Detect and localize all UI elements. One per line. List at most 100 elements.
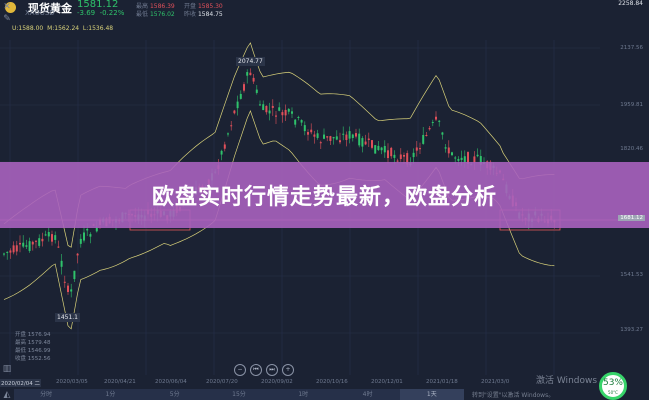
y-tick: 2137.56 [620, 45, 643, 51]
candle-body [73, 270, 76, 280]
candle-body [281, 112, 284, 116]
candle-body [339, 140, 341, 143]
candle-body [387, 150, 389, 159]
y-tick: 1959.81 [620, 102, 643, 108]
x-tick-cursor: 2020/02/04 二 [0, 379, 41, 387]
candle-body [396, 160, 399, 162]
tab-timeshare[interactable]: 分时 [40, 391, 53, 398]
candle-body [300, 120, 303, 123]
candle-body [44, 234, 47, 236]
candle-body [332, 137, 335, 139]
tab-1day[interactable]: 1天 [399, 389, 464, 400]
zoom-in-button[interactable]: + [282, 364, 294, 376]
candle-body [447, 147, 450, 154]
candle-body [227, 133, 229, 135]
prev-value: 1584.75 [197, 11, 223, 18]
gauge-value: 53% [602, 378, 623, 388]
candle-body [230, 125, 233, 127]
x-tick: 2021/01/18 [426, 379, 458, 385]
candle-body [239, 93, 242, 99]
candle-body [31, 241, 34, 245]
candle-body [287, 108, 290, 112]
close-icon[interactable]: ✕ [3, 2, 11, 12]
low-field: 最低 1576.02 [136, 9, 175, 18]
bollinger-indicator: U:1588.00 M:1562.24 L:1536.48 [12, 25, 113, 32]
candle-body [479, 156, 482, 165]
candle-body [307, 132, 309, 135]
article-title-banner: 欧盘实时行情走势最新，欧盘分析 [0, 162, 649, 228]
candle-body [371, 140, 373, 148]
y-tick: 1393.27 [620, 327, 643, 333]
candle-body [291, 111, 293, 114]
candle-body [431, 122, 434, 124]
stat-low: 最低 1546.99 [15, 346, 51, 354]
chart-type-icon[interactable]: ◭ [3, 390, 11, 400]
candle-body [95, 227, 98, 232]
candle-body [60, 260, 63, 267]
candle-body [79, 238, 82, 244]
stat-label: 最低 [15, 348, 27, 354]
candle-body [422, 134, 425, 144]
candle-body [406, 153, 409, 165]
y-tick: 1820.46 [620, 146, 643, 152]
candle-body [460, 157, 463, 160]
candle-body [25, 245, 28, 247]
indicator-icon[interactable]: ▥ [2, 364, 12, 374]
open-label: 开盘 [184, 3, 197, 10]
forward-button[interactable]: ⏭ [266, 364, 278, 376]
windows-activation-hint: 转到"设置"以激活 Windows。 [472, 392, 555, 399]
high-field: 最高 1586.39 [136, 1, 175, 10]
draw-tool-icon[interactable]: ✎ [3, 14, 11, 24]
candle-body [326, 136, 329, 138]
candle-body [9, 250, 12, 253]
candle-body [364, 141, 367, 145]
candle-body [473, 156, 476, 163]
trough-label: 1451.1 [55, 313, 80, 322]
candle-body [377, 145, 380, 150]
candle-body [355, 133, 357, 137]
candle-body [284, 109, 287, 116]
prev-label: 昨收 [184, 11, 197, 18]
stat-label: 最高 [15, 340, 27, 346]
lower-band: L:1536.48 [82, 25, 114, 32]
candle-body [303, 125, 306, 132]
tab-1min[interactable]: 1分 [105, 391, 116, 398]
candle-body [223, 144, 226, 149]
candle-body [28, 241, 31, 251]
tab-4hour[interactable]: 4时 [362, 391, 373, 398]
candle-body [335, 136, 338, 140]
timeframe-tabs: 分时 1分 5分 15分 1时 4时 1天 [14, 389, 464, 400]
candle-body [323, 134, 325, 139]
instrument-name[interactable]: 现货黄金 [28, 2, 72, 15]
candle-body [47, 232, 50, 237]
candle-body [393, 154, 396, 158]
peak-label: 2074.77 [236, 57, 265, 66]
candle-body [268, 110, 271, 114]
candle-body [438, 120, 441, 122]
tab-15min[interactable]: 15分 [232, 391, 246, 398]
y-tick: 1541.53 [620, 272, 643, 278]
x-tick: 2020/10/16 [316, 379, 348, 385]
open-value: 1585.30 [197, 3, 223, 10]
x-tick: 2020/06/04 [155, 379, 187, 385]
zoom-out-button[interactable]: − [234, 364, 246, 376]
upper-band: U:1588.00 [12, 25, 44, 32]
x-tick: 2020/07/20 [206, 379, 238, 385]
prev-close-field: 昨收 1584.75 [184, 9, 223, 18]
current-price: 1581.12 [77, 0, 119, 10]
candle-body [454, 157, 457, 159]
candle-body [67, 285, 69, 292]
tab-5min[interactable]: 5分 [169, 391, 180, 398]
x-tick: 2020/09/02 [261, 379, 293, 385]
candle-body [63, 281, 66, 283]
rewind-button[interactable]: ⏮ [250, 364, 262, 376]
tab-1hour[interactable]: 1时 [298, 391, 309, 398]
gauge-temp: 50°C [608, 390, 618, 395]
candle-body [236, 101, 239, 109]
candle-body [444, 147, 447, 149]
candle-body [297, 116, 300, 118]
candle-body [310, 129, 313, 133]
candle-body [83, 232, 85, 241]
candle-body [374, 145, 377, 154]
low-value: 1576.02 [149, 11, 175, 18]
